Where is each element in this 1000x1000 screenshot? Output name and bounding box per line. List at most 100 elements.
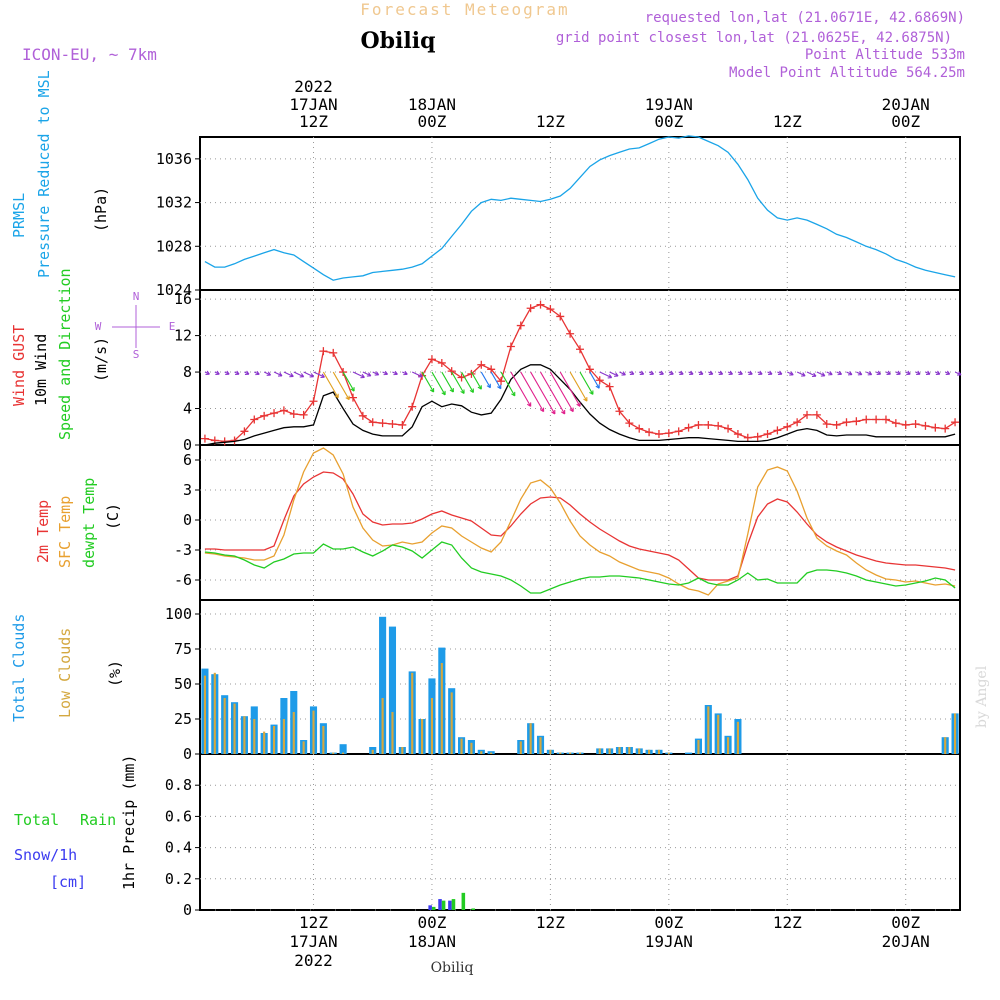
gust-marker (319, 347, 328, 356)
gust-marker (615, 407, 624, 416)
wind-arrow (668, 370, 674, 375)
wind-arrow (658, 370, 664, 375)
low-cloud-bar (342, 752, 345, 754)
rain-bar (461, 892, 466, 910)
wind-arrow (392, 370, 398, 376)
precip-bars (200, 892, 960, 911)
y-tick-label: -6 (174, 571, 192, 589)
wind-arrow (352, 371, 365, 379)
gust-marker (437, 358, 446, 367)
gust-marker (812, 410, 821, 419)
wind-arrow (954, 371, 962, 376)
wind-arrow (549, 371, 574, 413)
gust-marker (329, 348, 338, 357)
panel-pressure: 1024 1028 1032 1036 (156, 136, 961, 299)
low-cloud-bar (430, 698, 434, 754)
y-tick-label: -3 (174, 541, 192, 559)
wind-arrow (885, 370, 891, 375)
gust-marker (654, 430, 663, 439)
wind-arrow (451, 371, 465, 394)
low-cloud-bar (440, 663, 443, 754)
gust-marker (733, 430, 742, 439)
panel-precipitation: 0 0.2 0.4 0.6 0.8 (165, 753, 961, 919)
total-label: Total (14, 811, 59, 829)
low-cloud-bar (203, 675, 207, 754)
wind-arrow (866, 371, 873, 376)
low-cloud-bar (450, 692, 453, 754)
y-tick-label: 0 (183, 511, 192, 529)
snow-bar (448, 900, 452, 910)
wind-arrow (599, 371, 613, 379)
low-cloud-bar (559, 752, 562, 754)
gust-marker (595, 376, 604, 385)
clouds-unit: (%) (106, 660, 124, 687)
axis-hour-bottom: 00Z (891, 913, 920, 932)
low-cloud-bar (736, 721, 739, 754)
gust-marker (299, 410, 308, 419)
compass-n: N (133, 290, 140, 303)
y-tick-label: 16 (174, 290, 192, 308)
wind-arrow (490, 371, 502, 390)
low-cloud-bar (401, 747, 404, 754)
gust-marker (901, 420, 910, 429)
gust-marker (664, 429, 673, 438)
wind-arrow (322, 371, 339, 399)
low-cloud-bar (371, 749, 374, 754)
cloud-labels: Total Clouds Low Clouds (%) (10, 614, 124, 722)
panel-temperature: -6 -3 0 3 6 (174, 444, 961, 601)
gust-marker (872, 415, 881, 424)
gust-marker (348, 393, 357, 402)
sfc-temp-line (204, 447, 956, 596)
snow-label: Snow/1h (14, 846, 77, 864)
wind-arrow (895, 370, 901, 375)
low-cloud-bar (470, 742, 473, 754)
wind-arrow (836, 370, 843, 376)
low-cloud-bar (263, 731, 266, 754)
axis-date-bottom: 20JAN (882, 932, 930, 951)
y-tick-label: 0.8 (165, 776, 192, 794)
total-clouds-label: Total Clouds (10, 614, 28, 722)
axis-year-top: 2022 (294, 77, 333, 96)
axis-date-top: 20JAN (882, 95, 930, 114)
compass-w: W (95, 320, 102, 333)
wind-arrow (273, 371, 283, 377)
axis-date-top: 19JAN (645, 95, 693, 114)
gust-marker (743, 433, 752, 442)
wind-arrow (303, 371, 315, 378)
y-tick-label: 100 (165, 605, 192, 623)
rain-bar (471, 908, 475, 910)
wind-arrow (382, 370, 389, 376)
axis-hour-bottom: 12Z (536, 913, 565, 932)
plot-area: 10241028103210360481216-6-30360255075100… (156, 77, 962, 970)
low-cloud-bar (421, 719, 424, 754)
gust-marker (516, 321, 525, 330)
low-cloud-bar (726, 737, 730, 754)
gust-marker (753, 432, 762, 441)
low-cloud-bar (598, 748, 601, 754)
snow-bar (428, 905, 432, 910)
temp-labels: 2m Temp SFC Temp dewpt Temp (C) (34, 478, 122, 568)
wind-arrow (787, 371, 794, 376)
gust-marker (556, 312, 565, 321)
wind-arrow (609, 371, 619, 377)
low-cloud-bar (332, 752, 335, 754)
dewpt-line (204, 541, 956, 594)
wind-arrows (204, 370, 962, 415)
low-cloud-bar (667, 752, 670, 754)
axis-hour-top: 12Z (299, 112, 328, 131)
gust-marker (842, 418, 851, 427)
dewpt-label: dewpt Temp (80, 478, 98, 568)
wind-labels: Wind GUST 10m Wind Speed and Direction (… (10, 268, 175, 440)
axis-hour-top: 12Z (536, 112, 565, 131)
wind-direction-label: Speed and Direction (56, 268, 74, 440)
gust-marker (388, 420, 397, 429)
model-name: ICON-EU, ~ 7km (22, 45, 157, 64)
axis-hour-top: 00Z (417, 112, 446, 131)
wind-arrow (944, 370, 951, 375)
y-tick-label: 25 (174, 710, 192, 728)
total-cloud-bar (339, 744, 347, 754)
y-tick-label: 0.2 (165, 870, 192, 888)
y-tick-label: 50 (174, 675, 192, 693)
wind-arrow (244, 370, 250, 375)
wind-arrow (619, 371, 626, 376)
